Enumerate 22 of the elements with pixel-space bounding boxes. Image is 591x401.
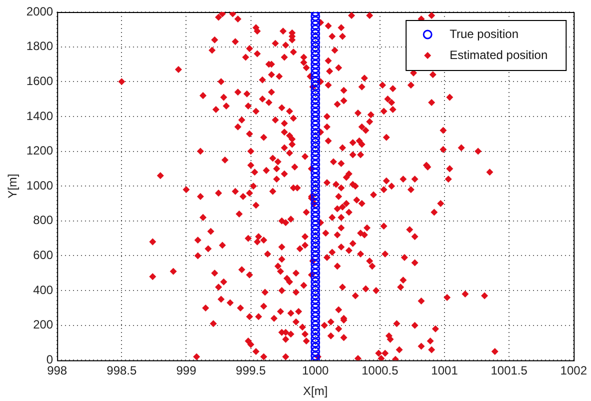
y-tick-label: 1200 bbox=[26, 144, 54, 158]
x-tick-label: 1001 bbox=[431, 364, 458, 378]
x-tick-label: 999 bbox=[176, 364, 197, 378]
legend-label: True position bbox=[450, 26, 519, 41]
y-tick-label: 600 bbox=[33, 248, 54, 262]
x-axis-title: X[m] bbox=[303, 384, 328, 398]
x-tick-label: 1002 bbox=[560, 364, 588, 378]
legend-label: Estimated position bbox=[450, 48, 548, 62]
y-axis-title: Y[m] bbox=[6, 174, 20, 198]
x-tick-label: 1000 bbox=[302, 364, 330, 378]
y-tick-label: 800 bbox=[33, 213, 54, 228]
y-tick-label: 200 bbox=[33, 318, 54, 332]
y-tick-label: 1600 bbox=[26, 74, 54, 88]
x-tick-label: 999.5 bbox=[236, 364, 266, 378]
y-tick-label: 1000 bbox=[26, 178, 54, 192]
y-tick-label: 2000 bbox=[26, 4, 54, 18]
x-tick-label: 1000.5 bbox=[362, 364, 399, 378]
x-tick-label: 998.5 bbox=[106, 364, 138, 378]
y-tick-label: 400 bbox=[33, 282, 54, 297]
y-tick-label: 1400 bbox=[26, 108, 54, 123]
x-tick-label: 1001.5 bbox=[490, 364, 528, 378]
y-tick-label: 1800 bbox=[26, 39, 54, 54]
